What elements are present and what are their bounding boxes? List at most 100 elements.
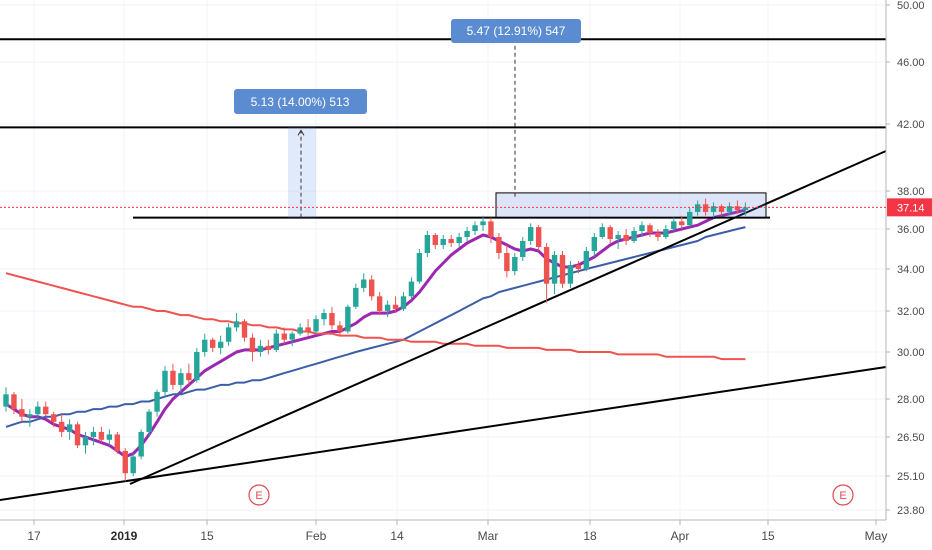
moving-average-line-3 — [5, 272, 746, 361]
candle-body — [607, 227, 613, 239]
price-tick-label: 26.50 — [897, 432, 925, 444]
candle-body — [369, 279, 375, 297]
measurement-tools[interactable]: 5.13 (14.00%) 513 5.47 (12.91%) 547 — [234, 19, 581, 218]
candle-body — [146, 411, 152, 432]
candle-body — [655, 233, 661, 237]
candle-body — [3, 394, 9, 407]
trend-lines[interactable] — [0, 150, 887, 501]
candle-body — [329, 313, 335, 326]
candle-body — [43, 406, 49, 415]
candle-body — [448, 239, 454, 243]
time-axis[interactable]: 17 2019 15 Feb 14 Mar 18 Apr 15 May — [0, 519, 888, 543]
moving-average-line-1 — [5, 208, 746, 458]
candle-body — [74, 424, 81, 446]
candle-body — [726, 206, 733, 212]
price-tick-label: 28.00 — [897, 394, 925, 406]
candle-body — [456, 237, 462, 243]
candle-body — [671, 221, 677, 229]
price-tick-label: 32.00 — [897, 306, 925, 318]
measure-arrow-head — [297, 129, 305, 136]
candle-body — [480, 221, 486, 226]
candle-body — [376, 296, 383, 311]
candle-body — [297, 327, 303, 334]
measure-label-box[interactable] — [234, 89, 367, 114]
candle-body — [575, 265, 582, 269]
candle-body — [520, 241, 526, 257]
time-tick-label: May — [865, 529, 888, 543]
candle-body — [400, 296, 407, 309]
candle-body — [599, 227, 605, 237]
candle-body — [345, 306, 351, 332]
measure-label-text: 5.47 (12.91%) 547 — [467, 24, 566, 38]
last-price-badge[interactable] — [887, 198, 932, 217]
candle-body — [130, 456, 136, 474]
candle-body — [559, 255, 566, 284]
candle-body — [51, 414, 57, 422]
last-price-label: 37.14 — [897, 202, 925, 214]
candle-body — [210, 339, 216, 348]
candle-body — [186, 373, 192, 381]
candle-body — [440, 239, 446, 245]
candle-body — [233, 321, 240, 328]
time-tick-label: 2019 — [111, 529, 138, 543]
candle-body — [257, 345, 264, 352]
candle-body — [114, 434, 120, 451]
candle-body — [623, 235, 629, 241]
measure-label-box[interactable] — [451, 19, 581, 43]
candle-body — [710, 206, 717, 212]
candle-body — [591, 237, 597, 251]
price-tick-label: 30.00 — [897, 347, 925, 359]
earnings-event-marker[interactable] — [832, 484, 854, 506]
rising-trendline[interactable] — [129, 150, 887, 485]
candle-body — [694, 204, 701, 212]
candle-body — [551, 255, 558, 284]
candle-body — [718, 206, 725, 212]
price-tick-label: 38.00 — [897, 186, 925, 198]
candle-body — [464, 231, 470, 237]
candle-body — [66, 424, 73, 432]
time-tick-label: Feb — [306, 529, 327, 543]
candle-body — [202, 339, 208, 352]
candle-body — [90, 431, 97, 437]
support-trendline[interactable] — [0, 366, 887, 501]
candle-body — [106, 434, 113, 440]
candle-body — [488, 221, 494, 237]
candle-body — [702, 204, 709, 212]
candle-body — [138, 431, 144, 457]
candle-body — [321, 313, 327, 320]
earnings-event-label: E — [839, 490, 846, 502]
candle-body — [392, 304, 399, 309]
candle-body — [178, 373, 184, 385]
candle-body — [217, 341, 224, 348]
candle-body — [82, 437, 89, 446]
candle-body — [679, 221, 685, 226]
time-tick-label: 15 — [200, 529, 214, 543]
moving-average-line-2 — [5, 226, 746, 428]
candle-body — [424, 235, 431, 253]
measure-label-text: 5.13 (14.00%) 513 — [251, 95, 350, 109]
price-tick-label: 23.80 — [897, 505, 925, 517]
candle-body — [249, 337, 256, 352]
candle-body — [162, 370, 168, 392]
candle-body — [734, 206, 741, 210]
candle-body — [273, 333, 279, 350]
range-rectangle[interactable] — [495, 192, 767, 219]
candle-body — [663, 229, 669, 237]
earnings-event-marker[interactable] — [248, 484, 270, 506]
candle-body — [305, 327, 311, 332]
candle-body — [687, 211, 693, 226]
time-tick-label: 15 — [761, 529, 775, 543]
candle-body — [416, 253, 423, 282]
candle-body — [528, 227, 534, 241]
candle-body — [265, 345, 272, 350]
candle-body — [567, 265, 574, 284]
candle-body — [170, 370, 176, 385]
candle-body — [337, 325, 343, 332]
candle-body — [225, 327, 232, 342]
price-range-box[interactable] — [495, 192, 767, 219]
price-axis[interactable]: 50.00 46.00 42.00 38.00 36.00 34.00 32.00 30.00… — [0, 0, 932, 520]
price-tick-label: 50.00 — [897, 0, 925, 12]
candle-body — [313, 319, 319, 332]
